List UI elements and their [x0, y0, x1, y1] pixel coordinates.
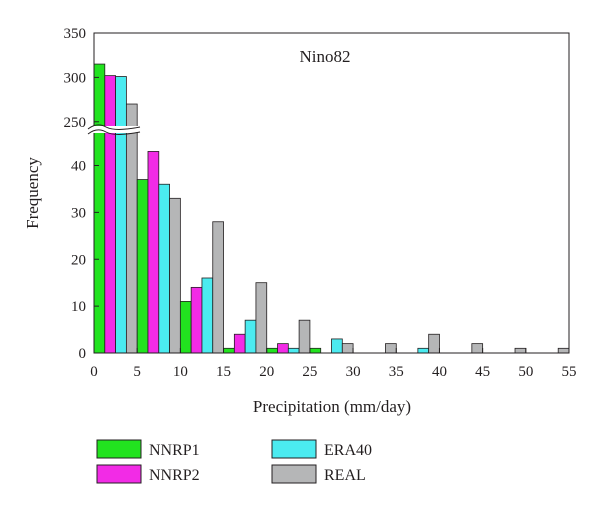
y-tick-label: 40	[71, 159, 86, 175]
bar-real-15-20	[255, 282, 268, 354]
legend-swatch-nnrp1	[96, 439, 142, 459]
bar-era40-10-15	[201, 277, 214, 354]
y-tick-label: 10	[71, 299, 86, 315]
bar-era40-20-25	[287, 347, 300, 354]
y-tick-label: 20	[71, 252, 86, 268]
bar-nnrp2-15-20	[233, 333, 246, 354]
bar-real-0-5	[125, 103, 138, 354]
axis-break-marker	[87, 124, 141, 135]
y-tick-label: 0	[79, 346, 87, 362]
x-tick-label: 35	[389, 364, 404, 380]
legend-label-real: REAL	[324, 467, 366, 484]
x-tick-label: 40	[432, 364, 447, 380]
bar-real-40-45	[471, 343, 484, 354]
x-tick-label: 15	[216, 364, 231, 380]
bar-nnrp1-15-20	[223, 347, 235, 354]
bar-real-50-55	[557, 347, 570, 354]
legend-label-era40: ERA40	[324, 442, 372, 459]
x-axis-ticks: 0 5 10 15 20 25 30 35 40 45 50 55	[90, 348, 577, 380]
x-tick-label: 0	[90, 364, 98, 380]
y-tick-label: 250	[64, 115, 87, 131]
bar-real-35-40	[428, 333, 440, 354]
axes-layer	[93, 32, 570, 354]
x-axis-title: Precipitation (mm/day)	[253, 397, 411, 416]
chart-annotation: Nino82	[300, 47, 351, 66]
bar-real-25-30	[341, 343, 354, 354]
bar-real-20-25	[298, 319, 311, 354]
x-tick-label: 20	[259, 364, 274, 380]
legend-swatch-era40	[271, 439, 317, 459]
x-tick-label: 10	[173, 364, 188, 380]
y-axis-ticks: 0 10 20 30 40 250 300 350	[64, 26, 99, 362]
x-tick-label: 25	[302, 364, 317, 380]
legend-swatch-real	[271, 464, 317, 484]
bar-nnrp2-10-15	[190, 286, 203, 354]
bar-nnrp2-20-25	[277, 343, 289, 354]
y-axis-title: Frequency	[23, 157, 42, 229]
bar-nnrp1-25-30	[309, 347, 322, 354]
y-tick-label: 350	[64, 26, 87, 42]
plot-frame	[93, 32, 570, 354]
bar-era40-35-40	[417, 347, 430, 354]
bar-real-45-50	[514, 347, 527, 354]
bar-nnrp1-20-25	[266, 347, 278, 354]
bar-era40-25-30	[331, 338, 343, 354]
bar-era40-15-20	[244, 319, 257, 354]
x-tick-label: 45	[475, 364, 490, 380]
bar-nnrp2-5-10	[147, 151, 160, 354]
bar-nnrp1-10-15	[179, 301, 192, 354]
legend-swatch-nnrp2	[96, 464, 142, 484]
bars-layer	[93, 63, 570, 354]
y-tick-label: 300	[64, 70, 87, 86]
bar-real-10-15	[212, 221, 224, 354]
legend: NNRP1 NNRP2 ERA40 REAL	[96, 439, 372, 484]
x-tick-label: 30	[346, 364, 361, 380]
y-tick-label: 30	[71, 205, 86, 221]
legend-label-nnrp1: NNRP1	[149, 442, 200, 459]
bar-era40-0-5	[115, 76, 127, 354]
bar-nnrp1-0-5	[93, 63, 106, 354]
axis-break-line	[87, 124, 141, 130]
x-tick-label: 50	[518, 364, 533, 380]
bar-real-5-10	[169, 197, 181, 354]
axis-break-line	[87, 129, 141, 135]
x-tick-label: 5	[133, 364, 141, 380]
x-tick-label: 55	[562, 364, 577, 380]
bar-real-30-35	[385, 343, 397, 354]
legend-label-nnrp2: NNRP2	[149, 467, 200, 484]
bar-era40-5-10	[158, 183, 170, 354]
bar-nnrp1-5-10	[136, 179, 149, 354]
bar-nnrp2-0-5	[104, 75, 117, 354]
